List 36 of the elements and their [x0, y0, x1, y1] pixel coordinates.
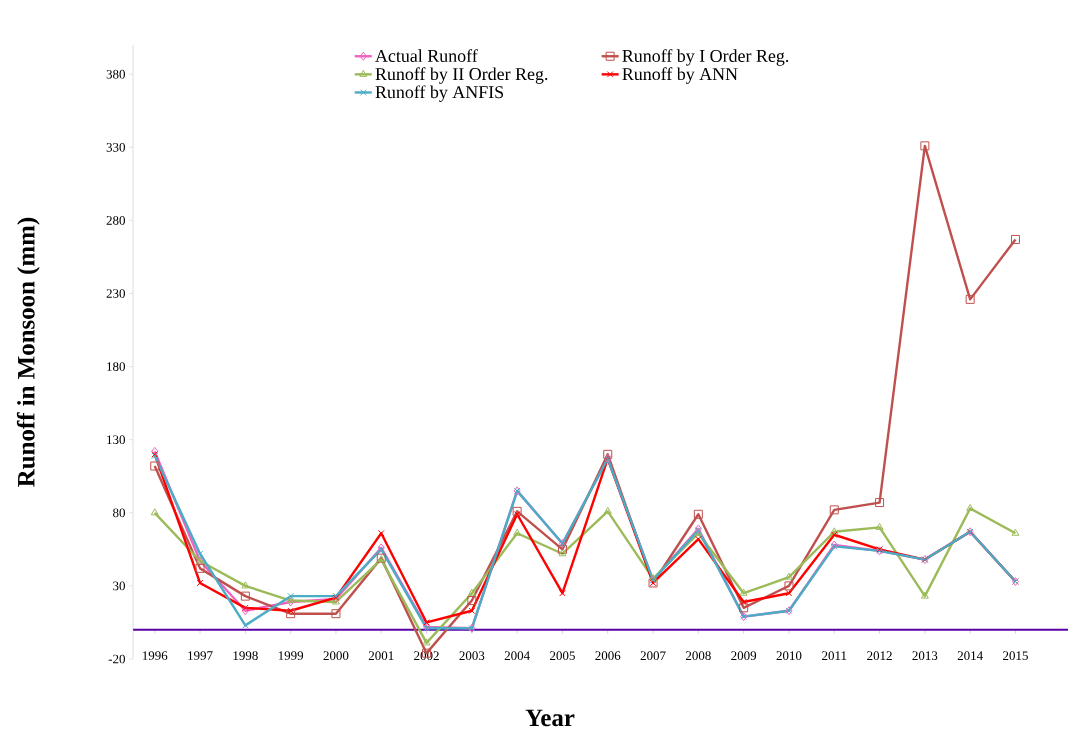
- legend-label: Runoff by ANN: [622, 67, 738, 84]
- x-tick-label: 2007: [640, 651, 666, 661]
- x-tick-label: 1996: [142, 651, 168, 660]
- legend-label: Runoff by ANFIS: [375, 85, 504, 102]
- x-tick-label: 2003: [459, 651, 485, 661]
- y-axis-title: Runoff in Monsoon (mm): [16, 217, 40, 487]
- x-tick-label: 2013: [912, 651, 938, 661]
- legend-label: Actual Runoff: [375, 49, 478, 62]
- y-tick-label: 180: [107, 362, 125, 371]
- x-tick-label: 2002: [414, 651, 439, 661]
- legend-label: Runoff by I Order Reg.: [622, 49, 789, 66]
- x-tick-label: 1999: [278, 651, 304, 660]
- x-tick-label: 2010: [776, 651, 802, 661]
- x-tick-label: 2015: [1003, 651, 1028, 661]
- x-tick-label: 2006: [595, 651, 621, 661]
- x-tick-label: 1997: [188, 651, 213, 660]
- x-axis-title: Year: [525, 709, 575, 727]
- y-tick-label: 230: [106, 289, 125, 298]
- x-tick-label: 1998: [233, 651, 258, 661]
- legend-label: Runoff by II Order Reg.: [375, 67, 548, 84]
- y-tick-label: 30: [113, 581, 125, 591]
- x-tick-label: 2004: [504, 651, 530, 661]
- y-tick-label: 80: [113, 508, 125, 518]
- x-tick-label: 2014: [957, 651, 983, 661]
- x-tick-label: 2011: [822, 651, 847, 661]
- y-tick-label: 330: [106, 142, 125, 152]
- x-tick-label: 2001: [368, 651, 394, 661]
- y-tick-label: 280: [106, 216, 125, 225]
- x-tick-label: 2005: [550, 651, 575, 661]
- x-tick-label: 2009: [731, 651, 757, 661]
- x-tick-label: 2012: [867, 651, 892, 661]
- x-tick-label: 2008: [685, 651, 711, 661]
- y-tick-label: -20: [108, 654, 125, 664]
- y-tick-label: 130: [107, 435, 125, 445]
- x-tick-label: 2000: [323, 651, 349, 661]
- y-tick-label: 380: [106, 69, 125, 79]
